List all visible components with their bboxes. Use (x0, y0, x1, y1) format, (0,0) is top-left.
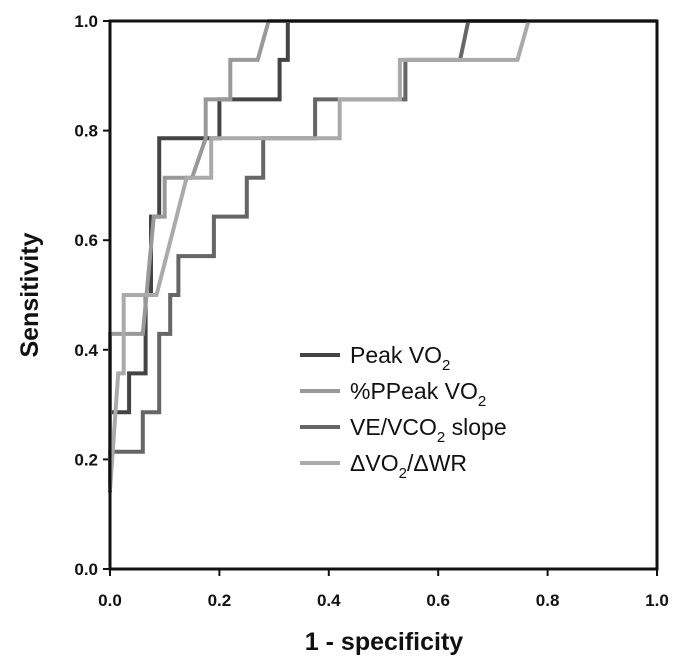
legend-label-subscript: 2 (442, 357, 450, 374)
legend-label-tail: /ΔWR (407, 450, 467, 476)
legend-item: %PPeak VO2 (300, 378, 486, 410)
roc-line-series-2 (108, 19, 657, 491)
y-tick-label: 0.6 (74, 231, 98, 250)
legend-label: %PPeak VO2 (350, 378, 486, 410)
y-tick-label: 0.4 (74, 341, 98, 360)
ticks-layer: 0.0 0.2 0.4 0.6 0.8 1.0 0.0 0.2 0.4 0.6 0.8 1.0 (74, 12, 668, 610)
x-tick-label: 0.2 (208, 591, 232, 610)
y-tick-label: 0.2 (74, 450, 98, 469)
series-layer (108, 19, 657, 493)
legend-item: ΔVO2/ΔWR (300, 450, 467, 482)
x-tick-label: 1.0 (645, 591, 669, 610)
roc-line-series-4 (108, 19, 657, 491)
legend-label-main: ΔVO (350, 450, 399, 476)
x-axis-title: 1 - specificity (305, 628, 463, 656)
legend-label: VE/VCO2 slope (350, 414, 507, 446)
legend-label-tail: slope (445, 414, 506, 440)
y-tick-label: 0.8 (74, 122, 98, 141)
plot-frame (108, 19, 659, 571)
legend-label-subscript: 2 (399, 465, 407, 482)
x-tick-label: 0.6 (426, 591, 450, 610)
x-tick-label: 0.4 (317, 591, 341, 610)
legend-label-main: Peak VO (350, 342, 442, 368)
legend-label-subscript: 2 (437, 429, 445, 446)
legend-label-main: VE/VCO (350, 414, 437, 440)
y-axis-title: Sensitivity (16, 232, 44, 357)
legend-label-subscript: 2 (478, 393, 486, 410)
legend-label-main: %PPeak VO (350, 378, 478, 404)
legend-item: Peak VO2 (300, 342, 450, 374)
y-tick-label: 1.0 (74, 12, 98, 31)
legend-item: VE/VCO2 slope (300, 414, 507, 446)
legend-label: Peak VO2 (350, 342, 450, 374)
x-tick-label: 0.8 (536, 591, 560, 610)
x-tick-label: 0.0 (98, 591, 122, 610)
roc-line-series-3 (108, 19, 657, 491)
y-tick-label: 0.0 (74, 560, 98, 579)
legend-label: ΔVO2/ΔWR (350, 450, 467, 482)
